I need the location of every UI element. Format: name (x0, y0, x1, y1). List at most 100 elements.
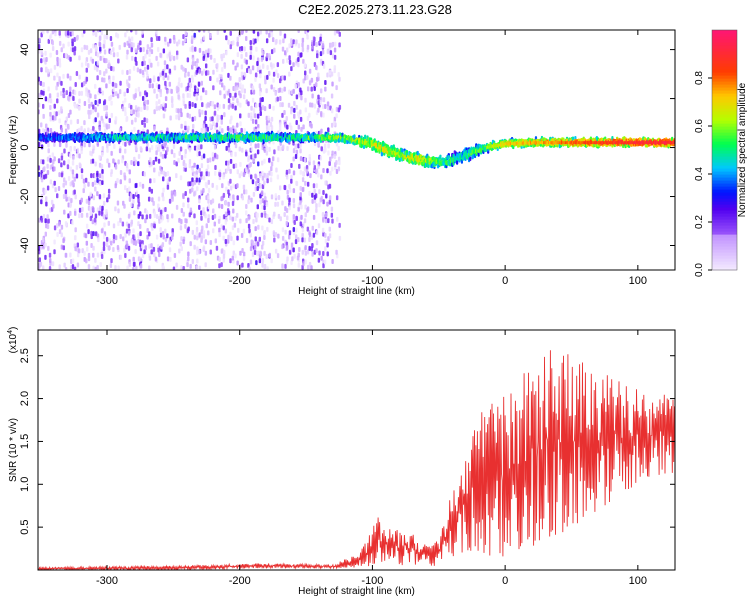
heatmap-noise-cell (243, 46, 245, 51)
heatmap-noise-cell (159, 53, 161, 58)
heatmap-signal-cell (439, 155, 441, 160)
heatmap-noise-cell (331, 207, 333, 212)
heatmap-noise-cell (265, 88, 267, 93)
heatmap-noise-cell (244, 88, 246, 93)
heatmap-noise-cell (71, 180, 73, 185)
heatmap-noise-cell (88, 256, 90, 261)
heatmap-noise-cell (178, 248, 180, 253)
heatmap-noise-cell (243, 172, 245, 177)
heatmap-noise-cell (324, 80, 326, 85)
heatmap-noise-cell (223, 104, 225, 109)
heatmap-noise-cell (80, 126, 82, 131)
heatmap-noise-cell (65, 253, 67, 258)
heatmap-noise-cell (81, 198, 83, 203)
heatmap-noise-cell (142, 70, 144, 75)
heatmap-noise-cell (63, 93, 65, 98)
heatmap-noise-cell (106, 148, 108, 153)
heatmap-noise-cell (100, 262, 102, 267)
heatmap-noise-cell (254, 226, 256, 231)
heatmap-noise-cell (257, 186, 259, 191)
heatmap-noise-cell (182, 93, 184, 98)
heatmap-noise-cell (254, 250, 256, 255)
heatmap-noise-cell (60, 162, 62, 167)
heatmap-noise-cell (154, 224, 156, 229)
heatmap-noise-cell (46, 214, 48, 219)
heatmap-noise-cell (252, 179, 254, 184)
heatmap-noise-cell (239, 147, 241, 152)
heatmap-noise-cell (120, 255, 122, 260)
heatmap-noise-cell (329, 171, 331, 176)
heatmap-noise-cell (334, 42, 336, 47)
heatmap-noise-cell (246, 60, 248, 65)
heatmap-noise-cell (65, 128, 67, 133)
heatmap-noise-cell (297, 62, 299, 67)
heatmap-noise-cell (165, 96, 167, 101)
heatmap-noise-cell (310, 123, 312, 128)
heatmap-noise-cell (214, 221, 216, 226)
heatmap-noise-cell (189, 147, 191, 152)
heatmap-noise-cell (315, 82, 317, 87)
figure-title: C2E2.2025.273.11.23.G28 (0, 2, 750, 17)
heatmap-noise-cell (79, 162, 81, 167)
heatmap-noise-cell (200, 144, 202, 149)
heatmap-noise-cell (210, 55, 212, 60)
heatmap-noise-cell (92, 44, 94, 49)
heatmap-noise-cell (208, 28, 210, 33)
heatmap-noise-cell (139, 224, 141, 229)
heatmap-noise-cell (119, 81, 121, 86)
heatmap-noise-cell (207, 218, 209, 223)
heatmap-noise-cell (255, 103, 257, 108)
heatmap-noise-cell (204, 116, 206, 121)
heatmap-noise-cell (320, 198, 322, 203)
heatmap-noise-cell (128, 231, 130, 236)
heatmap-noise-cell (216, 246, 218, 251)
heatmap-noise-cell (162, 216, 164, 221)
heatmap-noise-cell (236, 62, 238, 67)
heatmap-noise-cell (306, 169, 308, 174)
heatmap-noise-cell (180, 83, 182, 88)
heatmap-noise-cell (89, 110, 91, 115)
heatmap-noise-cell (113, 234, 115, 239)
heatmap-noise-cell (229, 232, 231, 237)
heatmap-noise-cell (241, 88, 243, 93)
heatmap-noise-cell (93, 195, 95, 200)
heatmap-noise-cell (162, 176, 164, 181)
heatmap-noise-cell (44, 51, 46, 56)
heatmap-noise-cell (309, 157, 311, 162)
heatmap-noise-cell (229, 179, 231, 184)
heatmap-noise-cell (177, 108, 179, 113)
heatmap-noise-cell (221, 115, 223, 120)
heatmap-noise-cell (112, 67, 114, 72)
heatmap-noise-cell (43, 166, 45, 171)
heatmap-noise-cell (201, 225, 203, 230)
heatmap-noise-cell (189, 264, 191, 269)
heatmap-noise-cell (255, 143, 257, 148)
heatmap-noise-cell (119, 148, 121, 153)
heatmap-noise-cell (69, 86, 71, 91)
heatmap-noise-cell (200, 216, 202, 221)
heatmap-noise-cell (295, 84, 297, 89)
heatmap-noise-cell (78, 153, 80, 158)
heatmap-noise-cell (124, 32, 126, 37)
heatmap-noise-cell (76, 36, 78, 41)
heatmap-noise-cell (83, 251, 85, 256)
heatmap-noise-cell (307, 182, 309, 187)
heatmap-noise-cell (315, 183, 317, 188)
heatmap-noise-cell (214, 111, 216, 116)
heatmap-noise-cell (105, 83, 107, 88)
heatmap-noise-cell (135, 183, 137, 188)
heatmap-noise-cell (103, 241, 105, 246)
heatmap-noise-cell (196, 178, 198, 183)
heatmap-noise-cell (169, 39, 171, 44)
heatmap-noise-cell (47, 148, 49, 153)
heatmap-noise-cell (69, 252, 71, 257)
heatmap-noise-cell (83, 179, 85, 184)
heatmap-noise-cell (85, 61, 87, 66)
heatmap-noise-cell (86, 241, 88, 246)
heatmap-noise-cell (58, 222, 60, 227)
heatmap-noise-cell (117, 34, 119, 39)
heatmap-noise-cell (208, 188, 210, 193)
heatmap-noise-cell (42, 91, 44, 96)
heatmap-noise-cell (273, 230, 275, 235)
heatmap-noise-cell (177, 95, 179, 100)
